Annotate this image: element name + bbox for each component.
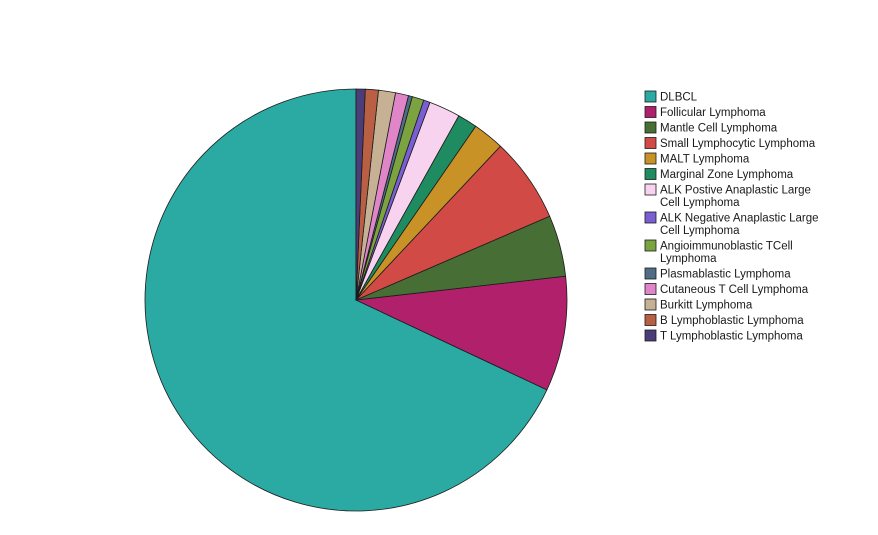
legend-item-4: MALT Lymphoma (644, 152, 750, 166)
legend-swatch-2 (644, 121, 657, 134)
legend-label-9: Plasmablastic Lymphoma (660, 269, 791, 281)
legend-label-0: DLBCL (660, 92, 698, 104)
legend-swatch-1 (644, 106, 657, 118)
legend-swatch-5 (644, 168, 657, 180)
legend-item-12: B Lymphoblastic Lymphoma (644, 314, 804, 327)
legend-label-12: B Lymphoblastic Lymphoma (660, 315, 804, 327)
legend-label-4: MALT Lymphoma (660, 154, 750, 166)
legend-item-9: Plasmablastic Lymphoma (644, 267, 791, 281)
legend-swatch-7 (644, 211, 657, 224)
legend-label-11: Burkitt Lymphoma (660, 300, 753, 312)
legend-swatch-13 (644, 329, 657, 342)
legend-swatch-4 (644, 152, 657, 165)
legend-label-2: Mantle Cell Lymphoma (660, 123, 778, 135)
legend-item-5: Marginal Zone Lymphoma (644, 168, 794, 181)
legend-swatch-12 (644, 314, 657, 326)
pie-slices (144, 88, 568, 512)
legend-label-7: ALK Negative Anaplastic Large (660, 213, 819, 225)
legend-swatch-6 (644, 183, 657, 196)
legend-label-8-line-2: Lymphoma (660, 253, 717, 265)
legend-item-3: Small Lymphocytic Lymphoma (644, 137, 816, 150)
legend-swatch-0 (644, 90, 657, 103)
pie-slice-0 (144, 88, 548, 512)
legend-item-0: DLBCL (644, 90, 698, 104)
legend-label-5: Marginal Zone Lymphoma (660, 169, 794, 181)
legend-label-6-line-2: Cell Lymphoma (660, 197, 740, 209)
legend-item-1: Follicular Lymphoma (644, 106, 766, 119)
legend-label-1: Follicular Lymphoma (660, 107, 766, 119)
legend-item-10: Cutaneous T Cell Lymphoma (644, 283, 809, 296)
legend-label-8: Angioimmunoblastic TCell (660, 241, 793, 253)
legend-item-11: Burkitt Lymphoma (644, 298, 753, 312)
legend-swatch-10 (644, 283, 657, 295)
legend-swatch-11 (644, 298, 657, 311)
pie-slice-1 (354, 275, 568, 391)
legend-swatch-9 (644, 267, 657, 280)
legend-item-13: T Lymphoblastic Lymphoma (644, 329, 803, 343)
legend-label-10: Cutaneous T Cell Lymphoma (660, 284, 809, 296)
legend-label-3: Small Lymphocytic Lymphoma (660, 138, 816, 150)
legend-label-6: ALK Postive Anaplastic Large (660, 185, 811, 197)
chart-legend: DLBCL Follicular Lymphoma Mantle Cell Lymp… (644, 90, 819, 343)
legend-swatch-3 (644, 137, 657, 149)
legend-label-13: T Lymphoblastic Lymphoma (660, 331, 803, 343)
legend-item-2: Mantle Cell Lymphoma (644, 121, 778, 135)
legend-label-7-line-2: Cell Lymphoma (660, 225, 740, 237)
pie-slice-13 (355, 88, 366, 301)
legend-swatch-8 (644, 239, 657, 252)
